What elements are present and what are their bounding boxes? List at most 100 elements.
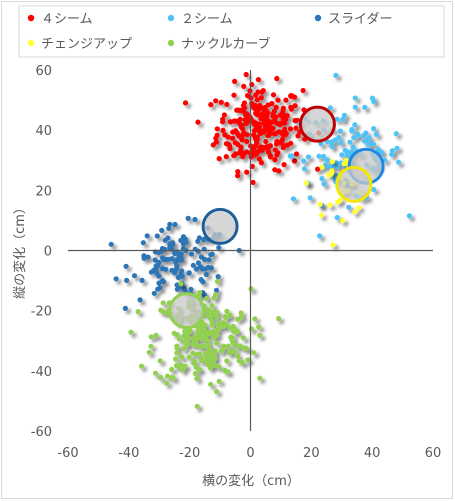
data-point [216,364,222,370]
y-tick-label: -20 [31,305,52,320]
data-point [282,120,288,126]
data-point [189,251,195,257]
data-point [169,256,175,262]
average-circle-0 [298,105,336,143]
data-point [198,324,204,330]
x-axis-label: 横の変化（cm） [202,473,300,489]
data-point [276,168,282,174]
data-point [330,242,336,248]
data-point [209,303,215,309]
data-point [319,176,325,182]
data-point [393,131,399,137]
y-tick-label: -40 [31,365,52,380]
y-tick-label: -60 [31,425,52,440]
data-point [186,354,192,360]
data-point [214,278,220,285]
series-2 [108,215,242,311]
data-point [352,209,358,215]
data-point [223,314,229,321]
data-point [252,143,258,149]
data-point [232,140,238,146]
data-point [236,358,242,364]
data-points [108,71,412,409]
data-point [293,151,300,157]
data-point [208,102,214,108]
data-point [235,353,241,359]
data-point [352,104,358,110]
legend-label: ２シーム [181,12,233,27]
data-point [376,147,382,153]
data-point [209,329,215,335]
data-point [244,169,250,175]
data-point [329,144,335,150]
data-point [182,100,189,106]
data-point [209,322,215,328]
data-point [255,77,261,83]
data-point [271,108,277,114]
data-point [245,93,251,99]
data-point [140,240,146,246]
legend-marker [167,39,175,47]
data-point [252,316,258,322]
data-point [194,376,200,382]
series-1 [287,72,412,239]
data-point [352,95,358,101]
data-point [270,125,276,131]
data-point [172,221,178,228]
data-point [395,159,402,165]
data-point [216,245,222,251]
data-point [341,112,347,118]
data-point [250,179,256,185]
data-point [171,269,177,275]
data-point [202,256,208,262]
data-point [209,251,215,257]
data-point [272,157,278,163]
data-point [155,263,161,269]
data-point [317,233,323,239]
data-point [200,357,206,363]
axes [68,70,433,431]
data-point [283,116,289,122]
data-point [214,126,220,132]
data-point [122,305,128,311]
data-point [216,156,222,162]
x-tick-label: 60 [425,446,442,461]
legend-label: スライダー [328,12,392,27]
data-point [196,235,202,241]
data-point [195,260,202,266]
data-point [303,180,310,186]
data-point [159,245,166,252]
data-point [394,145,400,151]
data-point [171,330,177,336]
data-point [180,367,186,373]
data-point [334,164,340,170]
legend-marker [314,14,322,22]
data-point [287,153,293,159]
data-point [244,138,250,144]
data-point [157,358,163,364]
data-point [244,132,250,138]
data-point [288,104,294,110]
data-point [224,358,230,364]
data-point [178,281,184,287]
data-point [319,164,325,170]
data-point [256,324,262,330]
data-point [213,98,219,104]
data-point [340,116,346,123]
data-point [389,148,395,154]
data-point [263,138,269,145]
data-point [204,337,210,343]
tick-labels: -60 -40 -20 0 20 40 60 -60 -40 -20 0 20 40 60 [31,64,442,461]
y-tick-label: 60 [35,64,52,79]
legend-marker [27,39,35,47]
data-point [256,156,262,162]
data-point [144,233,150,239]
data-point [153,332,159,338]
data-point [193,333,199,339]
data-point [245,357,251,363]
data-point [108,241,114,247]
data-point [243,345,250,351]
data-point [248,286,254,292]
data-point [174,286,180,292]
